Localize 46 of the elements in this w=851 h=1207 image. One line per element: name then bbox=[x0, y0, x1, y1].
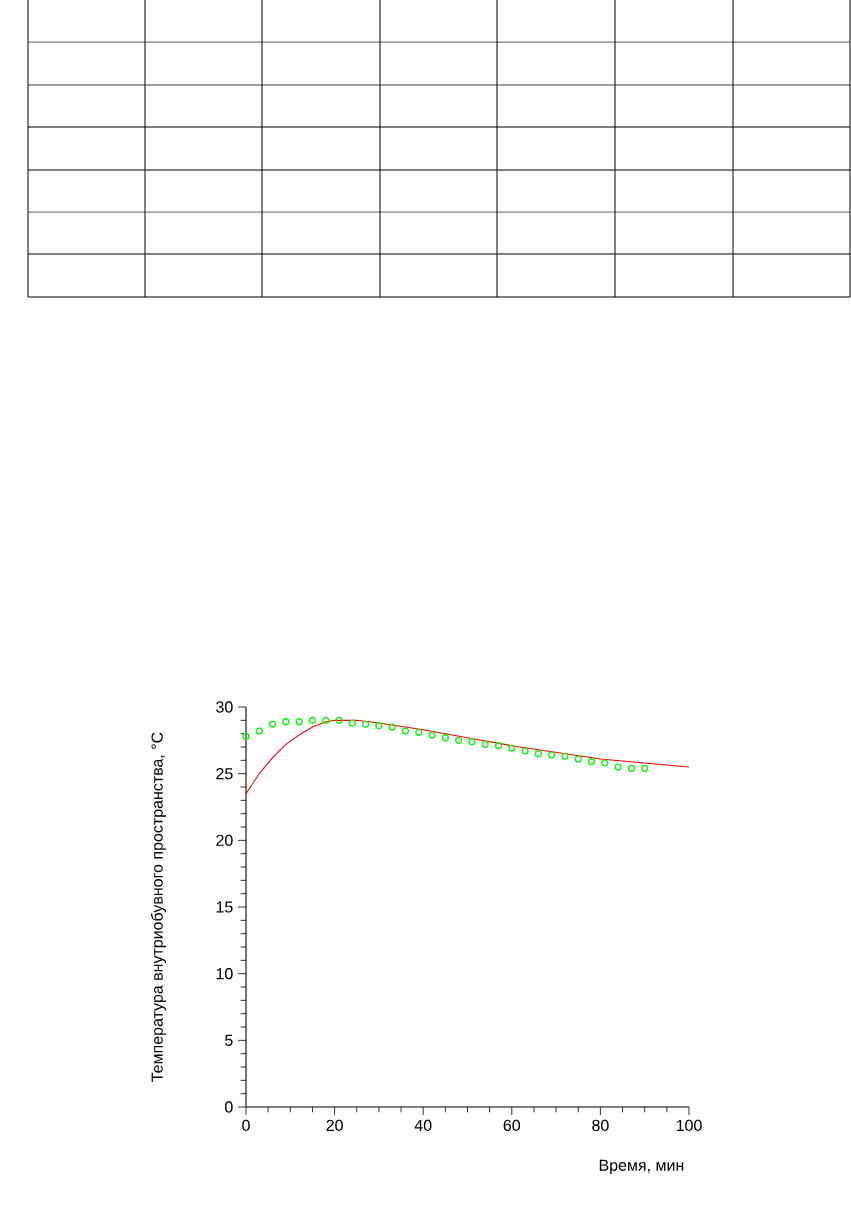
x-tick-label: 60 bbox=[503, 1119, 521, 1132]
point bbox=[388, 723, 396, 731]
point bbox=[455, 736, 463, 744]
point bbox=[441, 734, 449, 742]
y-axis-title: Температура внутриобувного пространства, °C bbox=[150, 732, 166, 1082]
point bbox=[242, 732, 250, 740]
x-axis-title: Время, мин bbox=[599, 1159, 684, 1175]
point bbox=[627, 764, 636, 772]
point bbox=[335, 716, 343, 724]
point bbox=[614, 763, 622, 771]
point bbox=[587, 758, 596, 766]
point bbox=[508, 744, 516, 752]
point bbox=[362, 720, 370, 728]
point bbox=[574, 755, 582, 763]
point bbox=[282, 718, 290, 726]
point bbox=[561, 752, 569, 760]
y-tick-label: 15 bbox=[216, 901, 233, 913]
point bbox=[415, 728, 423, 736]
point bbox=[641, 764, 649, 772]
point bbox=[521, 747, 529, 755]
point bbox=[268, 720, 277, 728]
y-tick-label: 10 bbox=[216, 968, 233, 980]
point bbox=[322, 716, 330, 724]
point bbox=[481, 740, 489, 748]
point bbox=[401, 727, 410, 735]
x-tick-label: 80 bbox=[592, 1119, 609, 1132]
x-tick-label: 20 bbox=[326, 1119, 343, 1132]
point bbox=[534, 750, 542, 758]
point bbox=[348, 719, 356, 727]
point bbox=[494, 742, 503, 750]
point bbox=[295, 718, 303, 726]
y-tick-label: 25 bbox=[216, 768, 233, 780]
point bbox=[468, 738, 476, 746]
y-tick-label: 30 bbox=[216, 701, 233, 713]
y-tick-label: 5 bbox=[225, 1034, 233, 1046]
x-tick-label: 100 bbox=[676, 1119, 702, 1132]
point bbox=[308, 716, 317, 724]
y-tick-label: 20 bbox=[216, 834, 233, 846]
point bbox=[428, 731, 436, 739]
x-tick-label: 40 bbox=[414, 1119, 432, 1132]
y-tick-label: 0 bbox=[225, 1101, 233, 1113]
x-tick-label: 0 bbox=[242, 1119, 250, 1132]
point bbox=[548, 751, 556, 759]
point bbox=[375, 722, 383, 730]
point bbox=[255, 727, 263, 735]
point bbox=[601, 759, 609, 767]
